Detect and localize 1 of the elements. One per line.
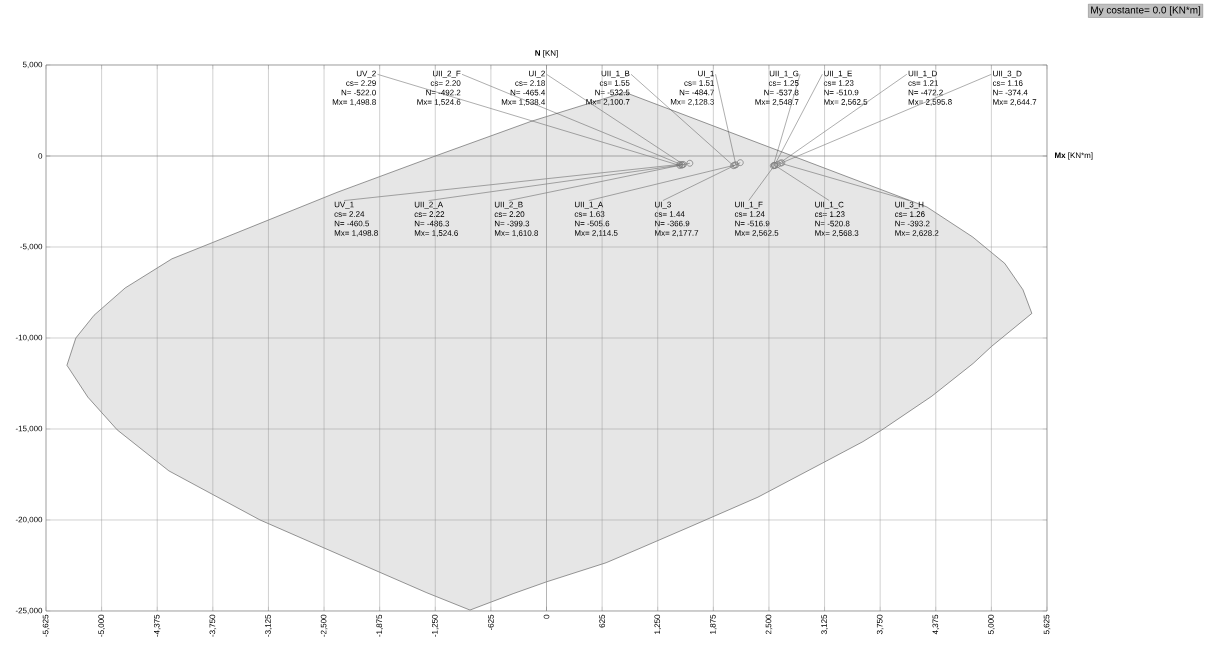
text: My costante= 0.0 [KN*m] [1091,6,1201,16]
